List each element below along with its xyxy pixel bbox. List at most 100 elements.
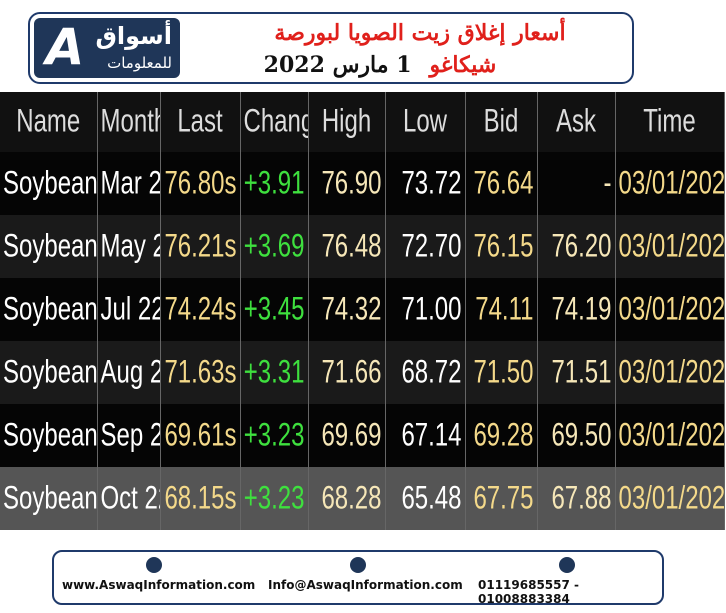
table-cell-text: 68.72	[401, 353, 462, 391]
table-cell-text: 71.50	[473, 353, 534, 391]
table-cell-text: 76.15	[473, 227, 534, 265]
mail-icon	[350, 557, 366, 573]
table-cell: Sep 22	[97, 404, 161, 467]
table-cell-text: 71.66	[321, 353, 382, 391]
table-cell-text: Mar 22	[100, 164, 160, 202]
table-cell-text: 03/01/2022	[618, 416, 724, 454]
table-cell-text: Soybean Oil	[3, 353, 97, 391]
table-row: Soybean OilMar 2276.80s+3.91 76.90 73.72 76…	[0, 152, 725, 215]
table-cell-text: 76.64	[473, 164, 534, 202]
table-cell-text: 76.48	[321, 227, 382, 265]
table-row: Soybean OilAug 2271.63s+3.31 71.66 68.72 71…	[0, 341, 725, 404]
table-cell: Soybean Oil	[0, 404, 98, 467]
table-cell-text: 71.00	[401, 290, 462, 328]
table-cell-text: Soybean Oil	[3, 164, 97, 202]
table-cell: Soybean Oil	[0, 152, 98, 215]
column-header: Ask	[537, 92, 616, 152]
table-cell: 74.24s	[160, 278, 241, 341]
column-header-text: Bid	[483, 103, 519, 140]
column-header: High	[308, 92, 386, 152]
table-cell-text: Soybean Oil	[3, 290, 97, 328]
table-cell: 74.32	[308, 278, 386, 341]
header: A أسواق للمعلومات أسعار إغلاق زيت الصويا…	[28, 12, 634, 84]
header-row: Name Month Last Change High Low Bid Ask Time	[0, 92, 725, 152]
table-cell: 76.64	[465, 152, 538, 215]
table-cell: Oct 22	[97, 467, 161, 530]
title-date: 1 مارس 2022	[263, 52, 412, 78]
table-cell: Soybean Oil	[0, 215, 98, 278]
subtitle: شيكاغو 1 مارس 2022	[220, 52, 540, 78]
column-header: Name	[0, 92, 98, 152]
table-cell: Soybean Oil	[0, 341, 98, 404]
table-cell-text: 76.20	[551, 227, 612, 265]
table-cell-text: Soybean Oil	[3, 479, 97, 517]
table-cell: 71.50	[465, 341, 538, 404]
table-cell-text: +3.45	[243, 290, 305, 328]
website[interactable]: www.AswaqInformation.com	[62, 578, 256, 592]
table-cell-text: 72.70	[401, 227, 462, 265]
table-cell: 67.14	[385, 404, 466, 467]
email[interactable]: Info@AswaqInformation.com	[268, 578, 463, 592]
column-header: Time	[615, 92, 725, 152]
table-cell: Mar 22	[97, 152, 161, 215]
table-cell-text: -	[603, 164, 612, 202]
table-cell-text: 03/01/2022	[618, 164, 724, 202]
table-cell: Jul 22	[97, 278, 161, 341]
column-header-text: Name	[16, 103, 81, 140]
table-cell-text: +3.91	[243, 164, 305, 202]
table-cell-text: 71.63s	[164, 353, 237, 391]
table-cell-text: 03/01/2022	[618, 290, 724, 328]
column-header: Last	[160, 92, 241, 152]
table-cell-text: 76.21s	[164, 227, 237, 265]
table-cell-text: 03/01/2022	[618, 479, 724, 517]
phones: 01119685557 - 01008883384	[478, 578, 580, 606]
table-cell-text: 76.80s	[164, 164, 237, 202]
table-cell-text: 67.75	[473, 479, 534, 517]
price-table: Name Month Last Change High Low Bid Ask Time Soy…	[0, 92, 725, 530]
table-cell-text: 74.11	[475, 290, 534, 328]
table-cell-text: +3.23	[243, 416, 305, 454]
table-cell-text: Aug 22	[100, 353, 160, 391]
column-header: Bid	[465, 92, 538, 152]
table-row: Soybean OilSep 2269.61s+3.23 69.69 67.14 69…	[0, 404, 725, 467]
table-cell: 71.66	[308, 341, 386, 404]
table-cell: 67.75	[465, 467, 538, 530]
column-header-text: Low	[402, 103, 448, 140]
table-cell: +3.45	[240, 278, 309, 341]
logo-sub: للمعلومات	[107, 54, 172, 72]
table-cell-text: 69.28	[473, 416, 534, 454]
table-row: Soybean OilOct 2268.15s+3.23 68.28 65.48 67…	[0, 467, 725, 530]
title-place: شيكاغو	[429, 52, 497, 78]
table-cell: 69.50	[537, 404, 616, 467]
phone-icon	[559, 557, 575, 573]
table-cell: Aug 22	[97, 341, 161, 404]
web-icon	[146, 557, 162, 573]
column-header-text: Month	[100, 103, 160, 140]
table-cell-text: 65.48	[401, 479, 462, 517]
table-cell: 03/01/2022	[615, 278, 725, 341]
table-cell: 76.21s	[160, 215, 241, 278]
column-header: Month	[97, 92, 161, 152]
table-cell-text: 74.19	[551, 290, 612, 328]
table-cell: 76.48	[308, 215, 386, 278]
table-cell-text: +3.69	[243, 227, 305, 265]
table-cell: 76.20	[537, 215, 616, 278]
table-cell: 71.00	[385, 278, 466, 341]
table-cell: 68.28	[308, 467, 386, 530]
logo-icon: A	[45, 18, 85, 76]
table-cell: +3.69	[240, 215, 309, 278]
table-cell-text: 73.72	[401, 164, 462, 202]
table-cell-text: Soybean Oil	[3, 416, 97, 454]
table-cell: 03/01/2022	[615, 152, 725, 215]
table-cell-text: 68.15s	[164, 479, 237, 517]
table-cell: 03/01/2022	[615, 404, 725, 467]
table-cell: 73.72	[385, 152, 466, 215]
table-cell-text: Soybean Oil	[3, 227, 97, 265]
table-cell: 72.70	[385, 215, 466, 278]
table-cell: -	[537, 152, 616, 215]
table-cell: 03/01/2022	[615, 467, 725, 530]
table-cell-text: +3.23	[243, 479, 305, 517]
table-cell-text: +3.31	[243, 353, 305, 391]
table-cell-text: Oct 22	[100, 479, 160, 517]
